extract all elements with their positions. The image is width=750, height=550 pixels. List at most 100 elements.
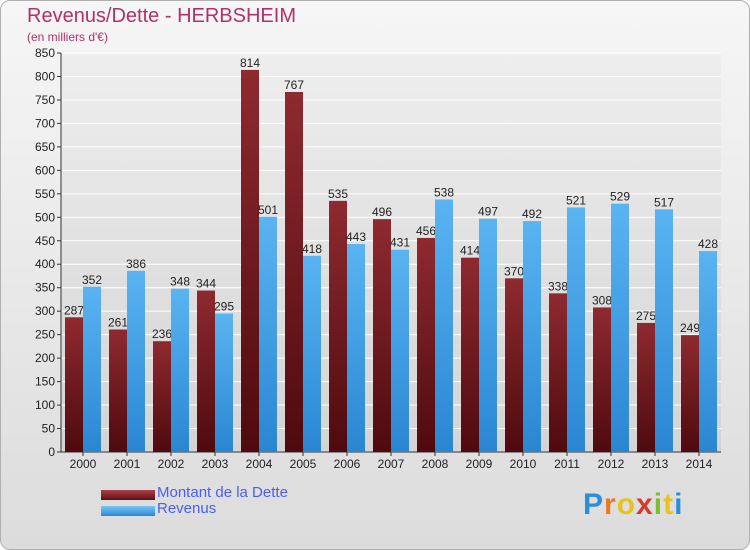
data-label-dette: 456 (416, 224, 436, 238)
data-label-revenus: 443 (346, 230, 366, 244)
y-tick-label: 450 (35, 234, 55, 248)
y-tick-label: 400 (35, 257, 55, 271)
proxiti-logo: Proxiti (583, 488, 683, 522)
x-tick-label: 2008 (422, 457, 449, 471)
bar-revenus (435, 199, 453, 452)
bar-dette (505, 278, 523, 452)
y-tick-label: 200 (35, 351, 55, 365)
data-label-dette: 275 (636, 309, 656, 323)
x-tick-label: 2007 (378, 457, 405, 471)
bar-revenus (171, 288, 189, 452)
legend-swatch-revenus (101, 506, 155, 516)
x-tick-label: 2001 (114, 457, 141, 471)
bar-revenus (611, 203, 629, 452)
x-tick-label: 2014 (686, 457, 713, 471)
chart-title: Revenus/Dette - HERBSHEIM (27, 5, 296, 27)
data-label-dette: 370 (504, 264, 524, 278)
data-label-revenus: 418 (302, 242, 322, 256)
data-label-dette: 338 (548, 279, 568, 293)
x-tick-label: 2012 (598, 457, 625, 471)
logo-letter: r (604, 488, 617, 521)
y-tick-label: 150 (35, 375, 55, 389)
data-label-dette: 535 (328, 187, 348, 201)
bar-dette (153, 341, 171, 452)
x-tick-label: 2011 (554, 457, 580, 471)
bar-dette (549, 293, 567, 452)
data-label-revenus: 538 (434, 185, 454, 199)
x-tick-label: 2000 (70, 457, 97, 471)
bar-revenus (655, 209, 673, 452)
y-tick-label: 850 (35, 46, 55, 60)
x-tick-label: 2013 (642, 457, 669, 471)
data-label-revenus: 295 (214, 300, 234, 314)
data-label-dette: 344 (196, 277, 216, 291)
legend-label-dette: Montant de la Dette (157, 484, 288, 501)
bar-dette (329, 200, 347, 452)
bar-dette (417, 237, 435, 452)
y-tick-label: 300 (35, 304, 55, 318)
logo-letter: o (616, 488, 637, 521)
logo-letter: t (663, 488, 675, 521)
y-tick-label: 250 (35, 328, 55, 342)
bar-dette (197, 290, 215, 452)
data-label-revenus: 492 (522, 207, 542, 221)
data-label-revenus: 386 (126, 257, 146, 271)
y-tick-label: 500 (35, 210, 55, 224)
bar-dette (241, 69, 259, 452)
bar-revenus (303, 255, 321, 452)
x-tick-label: 2003 (202, 457, 229, 471)
x-tick-label: 2004 (246, 457, 273, 471)
bar-dette (285, 91, 303, 452)
bar-dette (681, 335, 699, 452)
bar-revenus (567, 207, 585, 452)
y-tick-label: 700 (35, 116, 55, 130)
data-label-revenus: 501 (258, 203, 278, 217)
data-label-revenus: 428 (698, 237, 718, 251)
chart-subtitle: (en milliers d'€) (27, 30, 108, 44)
bar-dette (109, 329, 127, 452)
bar-dette (373, 219, 391, 452)
data-label-revenus: 517 (654, 195, 674, 209)
x-tick-label: 2005 (290, 457, 317, 471)
logo-letter: i (674, 488, 684, 521)
y-tick-label: 800 (35, 69, 55, 83)
bar-revenus (391, 249, 409, 452)
y-tick-label: 600 (35, 163, 55, 177)
data-label-dette: 814 (240, 56, 260, 70)
x-tick-label: 2009 (466, 457, 493, 471)
bar-revenus (479, 218, 497, 452)
data-label-dette: 414 (460, 244, 480, 258)
data-label-dette: 308 (592, 293, 612, 307)
data-label-revenus: 521 (566, 193, 586, 207)
x-tick-label: 2010 (510, 457, 537, 471)
x-tick-label: 2006 (334, 457, 361, 471)
bar-revenus (127, 270, 145, 452)
y-tick-label: 550 (35, 187, 55, 201)
bar-dette (461, 257, 479, 452)
y-tick-label: 100 (35, 398, 55, 412)
data-label-dette: 767 (284, 78, 304, 92)
bar-dette (65, 317, 83, 452)
y-tick-label: 350 (35, 281, 55, 295)
bar-revenus (83, 286, 101, 452)
bar-revenus (523, 221, 541, 452)
bar-dette (637, 322, 655, 452)
legend-label-revenus: Revenus (157, 500, 217, 517)
y-tick-label: 750 (35, 93, 55, 107)
data-label-revenus: 529 (610, 190, 630, 204)
data-label-dette: 236 (152, 327, 172, 341)
bar-revenus (699, 251, 717, 452)
logo-letter: P (583, 488, 605, 521)
data-label-dette: 249 (680, 321, 700, 335)
data-label-revenus: 352 (82, 273, 102, 287)
y-tick-label: 650 (35, 140, 55, 154)
logo-letter: i (653, 488, 664, 521)
data-label-revenus: 431 (390, 236, 410, 250)
y-tick-label: 50 (42, 422, 56, 436)
bar-dette (593, 307, 611, 452)
x-tick-label: 2002 (158, 457, 185, 471)
logo-letter: x (636, 488, 654, 521)
data-label-dette: 496 (372, 205, 392, 219)
